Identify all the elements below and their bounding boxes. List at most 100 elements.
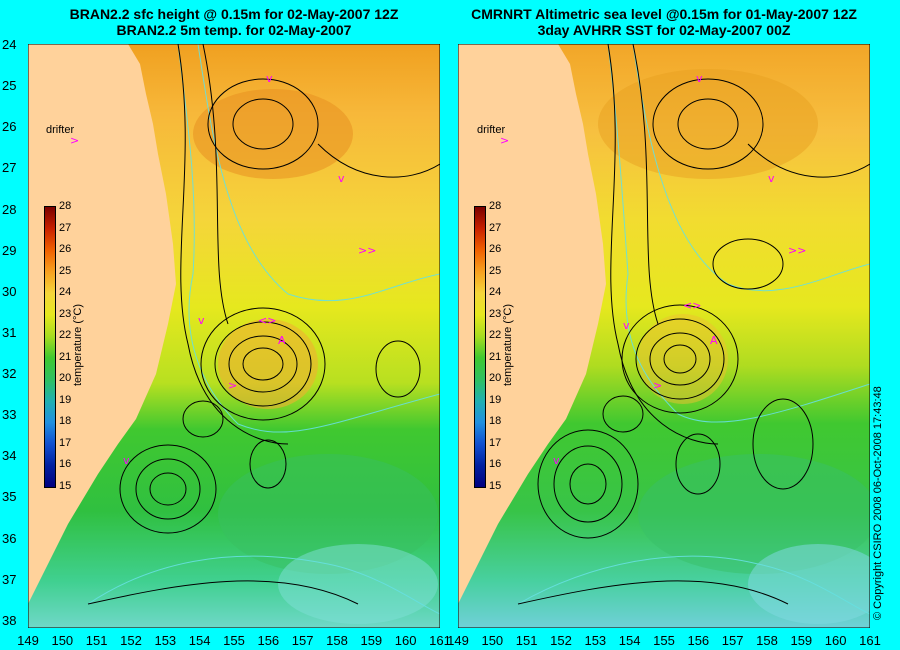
longitude-tick-label: 161 — [859, 633, 881, 648]
drifter-marker: v — [123, 454, 130, 467]
longitude-tick-label: 158 — [326, 633, 348, 648]
drifter-marker: v — [768, 172, 775, 185]
latitude-tick-label: 37 — [2, 571, 17, 587]
latitude-tick-label: 36 — [2, 530, 17, 546]
longitude-tick-label: 151 — [515, 633, 538, 648]
longitude-tick-label: 155 — [653, 633, 675, 648]
colorbar-tick-label: 27 — [489, 221, 502, 234]
drifter-marker: v — [338, 172, 345, 185]
latitude-tick-label: 30 — [2, 283, 17, 299]
left-colorbar — [44, 206, 56, 488]
colorbar-tick-label: 21 — [59, 350, 72, 363]
copyright-text: © Copyright CSIRO 2008 06-Oct-2008 17:43… — [872, 386, 884, 620]
colorbar-tick-label: 25 — [59, 264, 72, 277]
right-map-panel: v v > v A > >> v <> — [458, 44, 870, 628]
drifter-marker: v — [623, 319, 630, 332]
colorbar-tick-label: 27 — [59, 221, 72, 234]
longitude-tick-label: 149 — [17, 633, 39, 648]
drifter-marker: <> — [258, 314, 276, 327]
left-map-panel: v v > v A > >> v <> — [28, 44, 440, 628]
drifter-marker: A — [278, 334, 286, 347]
right-map: v v > v A > >> v <> — [458, 44, 870, 628]
colorbar-tick-label: 26 — [59, 243, 72, 256]
longitude-tick-label: 159 — [360, 633, 383, 648]
right-title-line2: 3day AVHRR SST for 02-May-2007 00Z — [537, 22, 791, 38]
longitude-tick-label: 156 — [257, 633, 280, 648]
longitude-tick-label: 159 — [790, 633, 813, 648]
latitude-tick-label: 38 — [2, 612, 17, 628]
latitude-tick-label: 31 — [2, 324, 17, 340]
drifter-marker: <> — [683, 299, 701, 312]
latitude-tick-label: 28 — [2, 201, 17, 217]
drifter-marker: v — [266, 72, 273, 85]
colorbar-tick-label: 23 — [59, 307, 72, 320]
longitude-tick-label: 157 — [291, 633, 314, 648]
colorbar-tick-label: 24 — [489, 286, 502, 299]
colorbar-tick-label: 20 — [59, 372, 72, 385]
colorbar-tick-label: 28 — [489, 200, 502, 212]
longitude-tick-label: 156 — [687, 633, 710, 648]
longitude-tick-label: 154 — [188, 633, 211, 648]
colorbar-tick-label: 19 — [489, 393, 502, 406]
longitude-tick-label: 157 — [721, 633, 744, 648]
colorbar-tick-label: 17 — [489, 436, 502, 449]
latitude-tick-label: 29 — [2, 242, 17, 258]
longitude-tick-label: 154 — [618, 633, 641, 648]
longitude-tick-label: 153 — [154, 633, 177, 648]
colorbar-tick-label: 23 — [489, 307, 502, 320]
longitude-tick-label: 161 — [429, 633, 451, 648]
latitude-tick-label: 34 — [2, 448, 17, 464]
latitude-tick-label: 25 — [2, 78, 17, 94]
colorbar-tick-label: 24 — [59, 286, 72, 299]
left-title-line1: BRAN2.2 sfc height @ 0.15m for 02-May-20… — [69, 6, 399, 22]
longitude-tick-label: 155 — [223, 633, 245, 648]
longitude-tick-label: 158 — [756, 633, 778, 648]
colorbar-tick-label: 15 — [489, 480, 502, 492]
left-map: v v > v A > >> v <> — [28, 44, 440, 628]
drifter-marker: A — [710, 334, 718, 347]
longitude-tick-label: 150 — [51, 633, 74, 648]
drifter-marker: v — [696, 72, 703, 85]
right-title-line1: CMRNRT Altimetric sea level @0.15m for 0… — [471, 6, 857, 22]
drifter-marker: > — [500, 134, 509, 147]
colorbar-tick-label: 22 — [59, 329, 72, 342]
drifter-marker: > — [228, 379, 237, 392]
colorbar-tick-label: 17 — [59, 436, 72, 449]
latitude-tick-label: 26 — [2, 119, 17, 135]
colorbar-tick-label: 19 — [59, 393, 72, 406]
colorbar-tick-label: 15 — [59, 480, 72, 492]
longitude-tick-label: 160 — [394, 633, 417, 648]
latitude-tick-label: 35 — [2, 489, 17, 505]
right-drifter-label: drifter — [477, 124, 506, 136]
latitude-tick-label: 32 — [2, 366, 17, 382]
left-title-line2: BRAN2.2 5m temp. for 02-May-2007 — [116, 22, 352, 38]
right-colorbar — [474, 206, 486, 488]
left-drifter-label: drifter — [46, 124, 75, 136]
colorbar-tick-label: 20 — [489, 372, 502, 385]
colorbar-tick-label: 16 — [489, 458, 502, 471]
drifter-marker: v — [198, 314, 205, 327]
colorbar-tick-label: 28 — [59, 200, 72, 212]
longitude-tick-label: 149 — [447, 633, 469, 648]
drifter-marker: v — [553, 454, 560, 467]
drifter-marker: > — [653, 379, 662, 392]
right-colorbar-label: temperature (°C) — [502, 303, 514, 387]
drifter-marker: >> — [358, 244, 376, 257]
colorbar-tick-label: 26 — [489, 243, 502, 256]
colorbar-tick-label: 18 — [59, 415, 72, 428]
drifter-marker: > — [70, 134, 79, 147]
colorbar-tick-label: 18 — [489, 415, 502, 428]
drifter-marker: >> — [788, 244, 806, 257]
longitude-tick-label: 152 — [550, 633, 572, 648]
longitude-tick-label: 152 — [120, 633, 142, 648]
longitude-tick-label: 153 — [584, 633, 607, 648]
colorbar-tick-label: 25 — [489, 264, 502, 277]
colorbar-tick-label: 22 — [489, 329, 502, 342]
latitude-tick-label: 24 — [2, 37, 17, 52]
colorbar-tick-label: 21 — [489, 350, 502, 363]
colorbar-tick-label: 16 — [59, 458, 72, 471]
longitude-tick-label: 150 — [481, 633, 504, 648]
latitude-tick-label: 27 — [2, 160, 17, 176]
latitude-tick-label: 33 — [2, 407, 17, 423]
longitude-tick-label: 151 — [85, 633, 108, 648]
